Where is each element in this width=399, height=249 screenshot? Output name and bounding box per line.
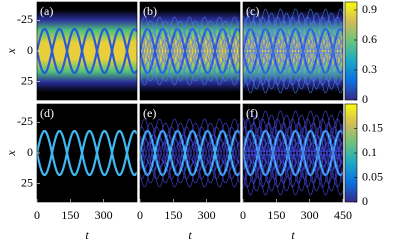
heatmap-bg bbox=[243, 104, 343, 202]
colorbar-tick-label: 0.05 bbox=[362, 169, 383, 183]
figure: (a) -25 0 25 x (b) (c) (d) -25 0 25 0 150 300 x t (e) 0 15… bbox=[4, 1, 383, 242]
trajectory bbox=[243, 12, 343, 90]
x-axis-label: t bbox=[188, 228, 192, 242]
trajectory bbox=[140, 20, 240, 82]
colorbar-tick-label: 0 bbox=[362, 194, 368, 208]
trajectory bbox=[140, 24, 240, 78]
density-band bbox=[37, 10, 137, 92]
trajectory bbox=[243, 126, 343, 180]
y-tick-label: 25 bbox=[21, 175, 33, 189]
x-tick-label: 150 bbox=[61, 208, 79, 222]
y-axis-label: x bbox=[4, 150, 18, 157]
heatmap bbox=[243, 2, 343, 100]
panel-label: (c) bbox=[246, 4, 259, 18]
colorbar-tick-label: 0.1 bbox=[362, 145, 377, 159]
x-tick-label: 0 bbox=[137, 208, 143, 222]
colorbar bbox=[344, 1, 358, 101]
trajectory bbox=[140, 118, 240, 188]
colorbar-tick-label: 0.15 bbox=[362, 120, 383, 134]
heatmap-bg bbox=[140, 104, 240, 202]
x-tick-label: 150 bbox=[267, 208, 285, 222]
trajectory bbox=[140, 24, 240, 78]
trajectory bbox=[140, 118, 240, 188]
trajectory bbox=[243, 122, 343, 184]
trajectory bbox=[140, 134, 240, 172]
trajectory bbox=[243, 24, 343, 78]
trajectory bbox=[37, 28, 137, 74]
x-axis-label: t bbox=[291, 228, 295, 242]
trajectory bbox=[140, 126, 240, 180]
panel-label: (f) bbox=[246, 106, 258, 120]
trajectory bbox=[140, 134, 240, 172]
panel-label: (e) bbox=[143, 106, 156, 120]
panel-frame bbox=[242, 103, 344, 203]
trajectory bbox=[140, 32, 240, 70]
x-tick-label: 300 bbox=[198, 208, 216, 222]
x-tick-label: 300 bbox=[301, 208, 319, 222]
panel-frame bbox=[139, 103, 241, 203]
heatmap bbox=[140, 2, 240, 100]
y-axis-label: x bbox=[4, 48, 18, 55]
trajectory bbox=[243, 110, 343, 196]
panel-frame bbox=[139, 1, 241, 101]
panel-label: (b) bbox=[143, 4, 157, 18]
trajectory bbox=[243, 114, 343, 192]
colorbar-tick-label: 0 bbox=[362, 92, 368, 106]
panel-frame bbox=[242, 1, 344, 101]
trajectory bbox=[243, 12, 343, 90]
trajectory bbox=[140, 32, 240, 70]
y-tick-label: -25 bbox=[17, 114, 33, 128]
x-tick-label: 0 bbox=[34, 208, 40, 222]
y-tick-label: 0 bbox=[27, 145, 33, 159]
trajectory bbox=[37, 130, 137, 176]
trajectory bbox=[140, 122, 240, 184]
trajectory bbox=[243, 20, 343, 82]
heatmap bbox=[140, 104, 240, 202]
trajectory bbox=[140, 20, 240, 82]
trajectory bbox=[37, 28, 137, 74]
trajectory bbox=[243, 20, 343, 82]
trajectory bbox=[243, 114, 343, 192]
trajectory bbox=[243, 8, 343, 94]
y-tick-label: 25 bbox=[21, 73, 33, 87]
trajectory bbox=[243, 126, 343, 180]
heatmap bbox=[37, 2, 137, 100]
colorbar-tick-label: 0.9 bbox=[362, 2, 377, 16]
x-tick-label: 0 bbox=[240, 208, 246, 222]
trajectory bbox=[243, 110, 343, 196]
colorbar-tick-label: 0.6 bbox=[362, 32, 377, 46]
colorbar-tick-label: 0.3 bbox=[362, 62, 377, 76]
x-axis-label: t bbox=[85, 228, 89, 242]
trajectory bbox=[37, 130, 137, 176]
panel-label: (d) bbox=[40, 106, 54, 120]
y-tick-label: 0 bbox=[27, 43, 33, 57]
trajectory bbox=[140, 126, 240, 180]
trajectory bbox=[243, 8, 343, 94]
trajectory bbox=[140, 122, 240, 184]
trajectory bbox=[140, 16, 240, 86]
y-tick-label: -25 bbox=[17, 12, 33, 26]
trajectory bbox=[243, 24, 343, 78]
x-tick-label: 150 bbox=[164, 208, 182, 222]
panel-label: (a) bbox=[40, 4, 53, 18]
trajectory bbox=[243, 122, 343, 184]
heatmap bbox=[243, 104, 343, 202]
heatmap-bg bbox=[37, 104, 137, 202]
x-tick-label: 450 bbox=[334, 208, 352, 222]
trajectory bbox=[140, 16, 240, 86]
x-tick-label: 300 bbox=[95, 208, 113, 222]
heatmap bbox=[37, 104, 137, 202]
